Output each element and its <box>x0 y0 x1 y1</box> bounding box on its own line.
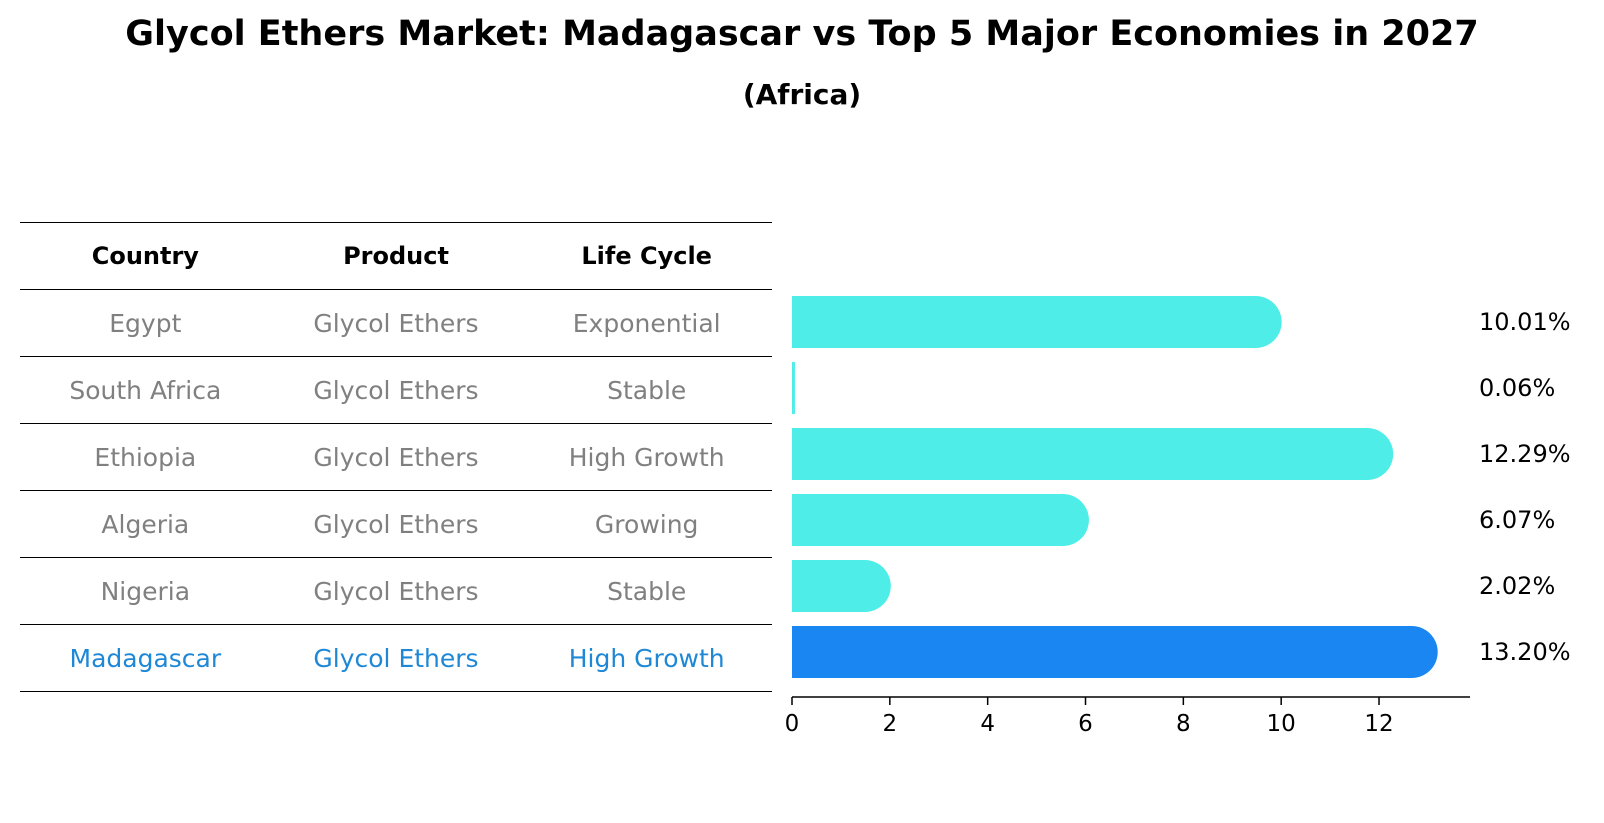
cell-product: Glycol Ethers <box>313 375 479 405</box>
header-life-cycle: Life Cycle <box>581 242 712 270</box>
cell-product: Glycol Ethers <box>313 509 479 539</box>
bar <box>792 296 1282 348</box>
x-tick-label: 12 <box>1364 711 1393 737</box>
cell-product: Glycol Ethers <box>313 442 479 472</box>
x-tick-label: 8 <box>1176 711 1191 737</box>
data-table: Country Product Life Cycle Egypt Glycol … <box>20 222 772 692</box>
bar <box>792 362 795 414</box>
header-product: Product <box>343 242 449 270</box>
cell-country: Madagascar <box>69 643 222 673</box>
table-header-row: Country Product Life Cycle <box>20 222 772 290</box>
table-row: Nigeria Glycol Ethers Stable <box>20 558 772 625</box>
cell-country: Egypt <box>109 308 182 338</box>
cell-life-cycle: High Growth <box>568 442 725 472</box>
table-row: Algeria Glycol Ethers Growing <box>20 491 772 558</box>
cell-life-cycle: Stable <box>607 576 687 606</box>
cell-product: Glycol Ethers <box>313 308 479 338</box>
bar-value-label: 6.07% <box>1479 506 1555 534</box>
bar-value-label: 2.02% <box>1479 572 1555 600</box>
table-row: Egypt Glycol Ethers Exponential <box>20 290 772 357</box>
bar-value-label: 10.01% <box>1479 308 1571 336</box>
x-tick-label: 10 <box>1267 711 1296 737</box>
cell-life-cycle: Exponential <box>572 308 721 338</box>
chart-subtitle: (Africa) <box>742 78 862 111</box>
cell-country: South Africa <box>69 375 222 405</box>
cell-product: Glycol Ethers <box>313 643 479 673</box>
x-tick-label: 2 <box>883 711 898 737</box>
bar-value-label: 12.29% <box>1479 440 1571 468</box>
table-row-highlight: Madagascar Glycol Ethers High Growth <box>20 625 772 692</box>
cell-product: Glycol Ethers <box>313 576 479 606</box>
x-tick-label: 6 <box>1078 711 1093 737</box>
x-tick-label: 4 <box>980 711 995 737</box>
header-country: Country <box>91 242 199 270</box>
bar <box>792 560 891 612</box>
bar <box>792 428 1394 480</box>
x-tick-label: 0 <box>785 711 800 737</box>
table-row: Ethiopia Glycol Ethers High Growth <box>20 424 772 491</box>
cell-life-cycle: High Growth <box>568 643 725 673</box>
bar-value-label: 0.06% <box>1479 374 1555 402</box>
bar-value-label: 13.20% <box>1479 638 1571 666</box>
cell-life-cycle: Stable <box>607 375 687 405</box>
cell-life-cycle: Growing <box>594 509 699 539</box>
bar <box>792 494 1089 546</box>
chart-title: Glycol Ethers Market: Madagascar vs Top … <box>125 14 1479 54</box>
table-row: South Africa Glycol Ethers Stable <box>20 357 772 424</box>
cell-country: Ethiopia <box>94 442 197 472</box>
cell-country: Algeria <box>101 509 190 539</box>
cell-country: Nigeria <box>100 576 191 606</box>
bar-highlight <box>792 626 1438 678</box>
